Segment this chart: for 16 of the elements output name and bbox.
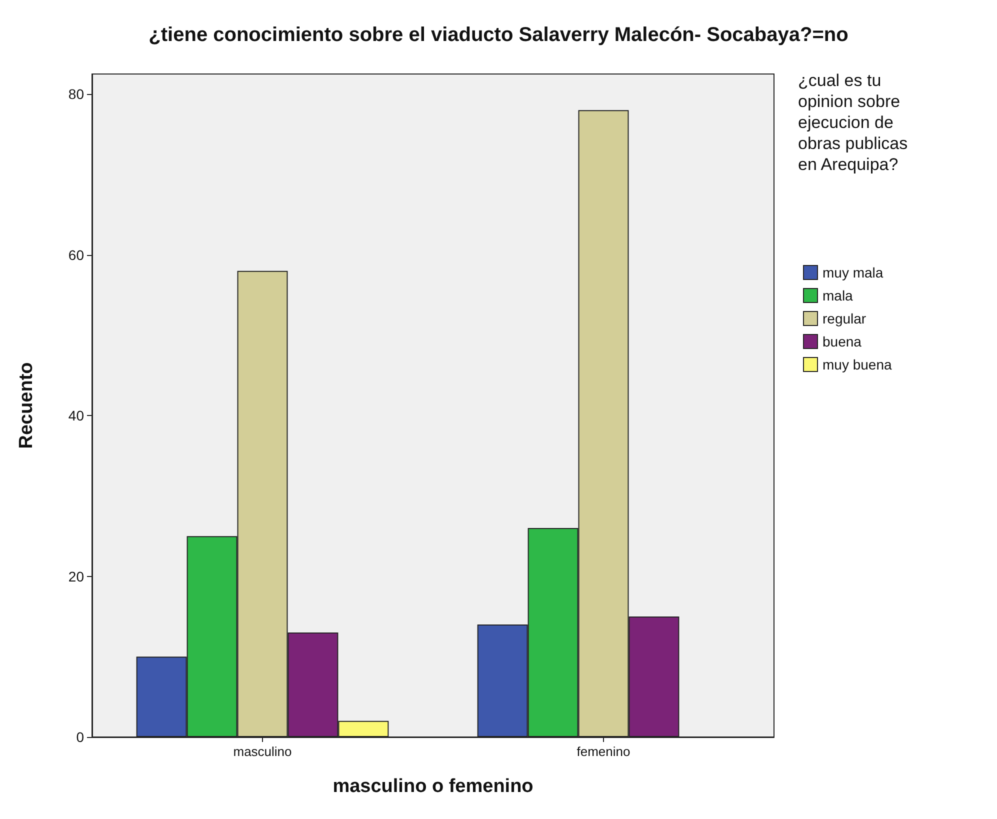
x-tick-label: femenino bbox=[576, 744, 630, 759]
y-tick-label: 0 bbox=[76, 729, 84, 745]
chart-title: ¿tiene conocimiento sobre el viaducto Salaverry Malecón- Socabaya?=no bbox=[148, 24, 848, 46]
legend-label: regular bbox=[822, 310, 866, 326]
x-axis-title: masculino o femenino bbox=[332, 776, 534, 797]
legend-label: muy buena bbox=[822, 356, 892, 372]
y-tick-label: 20 bbox=[68, 568, 84, 584]
y-tick-label: 80 bbox=[68, 86, 84, 102]
y-tick-label: 40 bbox=[68, 408, 84, 424]
y-tick-label: 60 bbox=[68, 246, 84, 263]
legend-label: mala bbox=[822, 288, 854, 304]
legend-title: ¿cual es tu opinion sobre ejecucion de obras publicas en Arequipa? bbox=[798, 71, 912, 174]
legend-label: buena bbox=[822, 334, 862, 350]
y-axis-title: Recuento bbox=[16, 362, 37, 449]
x-tick-label: masculino bbox=[233, 744, 292, 759]
legend-label: muy mala bbox=[822, 264, 884, 280]
